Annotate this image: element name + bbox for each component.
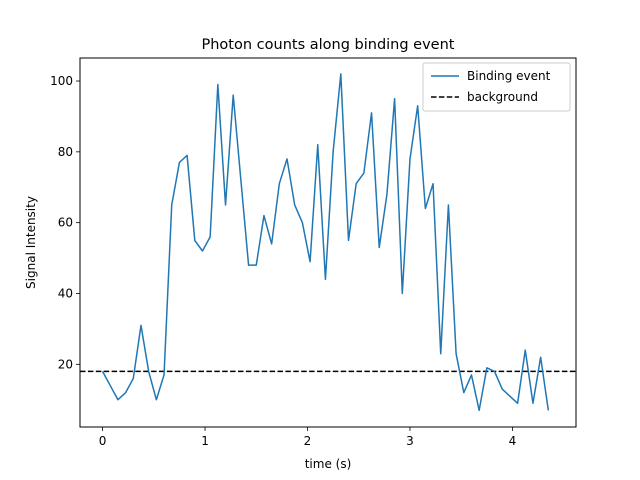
y-axis: 20 40 60 80 100 xyxy=(50,74,80,371)
y-axis-label: Signal Intensity xyxy=(24,196,38,289)
x-tick-label: 1 xyxy=(201,434,209,448)
x-tick-label: 2 xyxy=(304,434,312,448)
binding-event-line xyxy=(101,73,550,412)
y-tick-label: 20 xyxy=(58,357,73,371)
plot-frame xyxy=(79,57,577,428)
x-tick-label: 3 xyxy=(406,434,414,448)
y-tick-label: 60 xyxy=(58,216,73,230)
x-axis: 0 1 2 3 4 xyxy=(99,427,517,448)
legend-label: background xyxy=(467,90,538,104)
chart-title: Photon counts along binding event xyxy=(202,37,455,53)
y-tick-label: 40 xyxy=(58,286,73,300)
legend: Binding event background xyxy=(422,62,571,112)
y-tick-label: 80 xyxy=(58,145,73,159)
x-tick-label: 0 xyxy=(99,434,107,448)
legend-label: Binding event xyxy=(467,69,551,83)
legend-box xyxy=(422,62,571,112)
x-axis-label: time (s) xyxy=(305,457,352,471)
y-tick-label: 100 xyxy=(50,74,73,88)
x-tick-label: 4 xyxy=(509,434,517,448)
